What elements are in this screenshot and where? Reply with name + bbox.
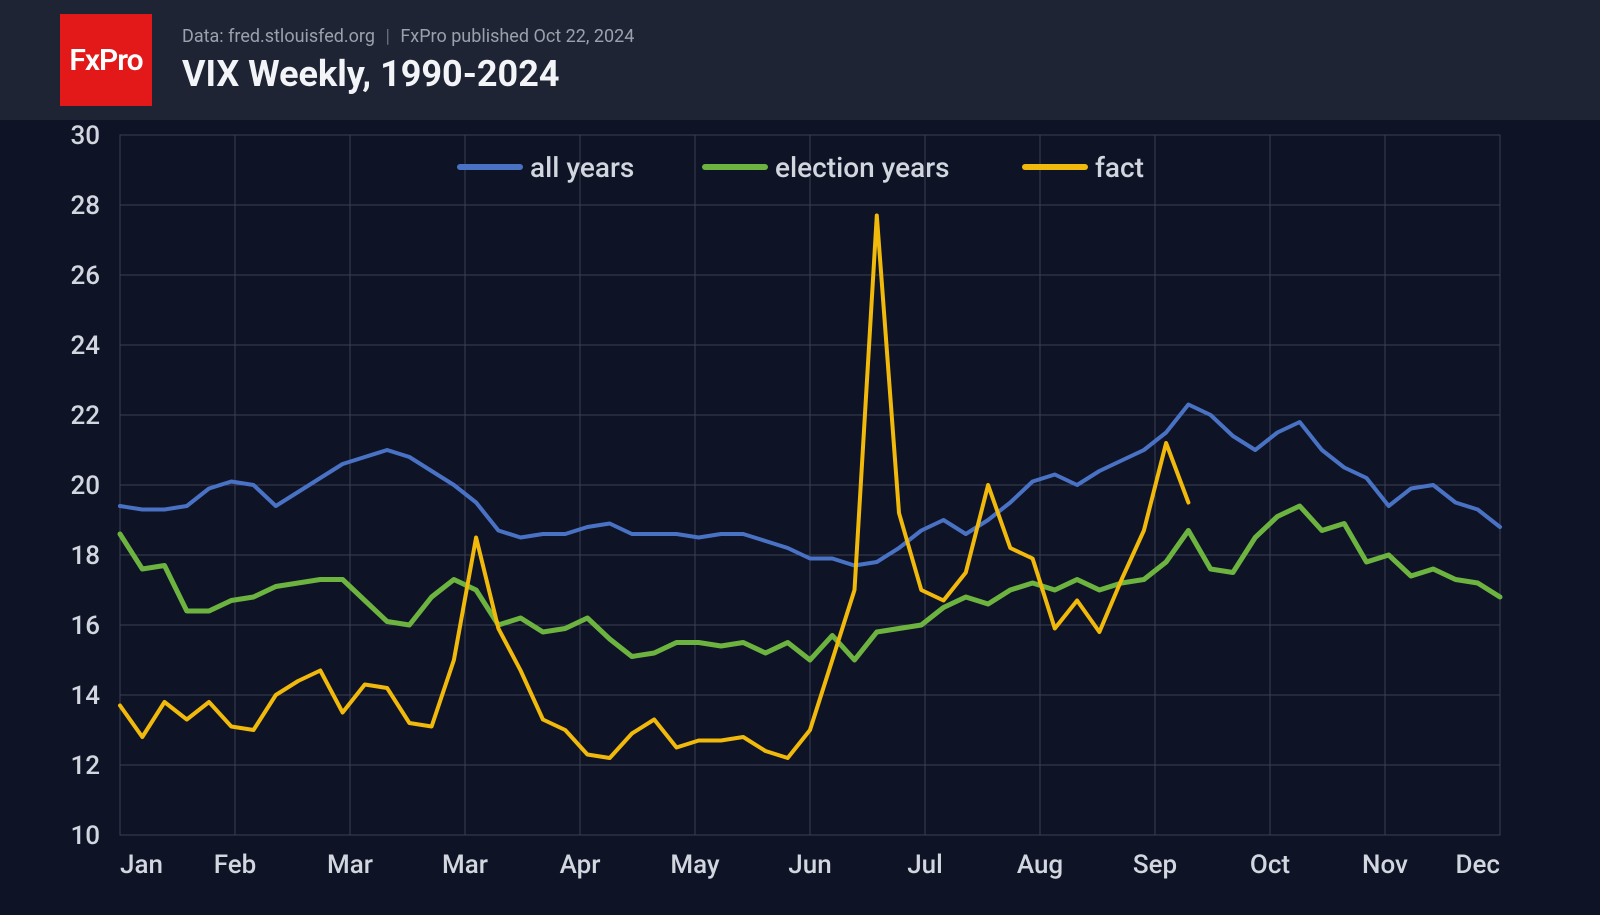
y-tick-label: 12 — [70, 751, 100, 781]
x-tick-label: Jul — [907, 850, 943, 880]
x-tick-label: Jan — [120, 850, 163, 880]
y-tick-label: 20 — [70, 471, 100, 501]
y-tick-label: 30 — [70, 121, 100, 151]
legend-label: all years — [530, 151, 634, 184]
legend-label: fact — [1095, 151, 1144, 184]
x-tick-label: Apr — [560, 850, 601, 880]
x-tick-label: Oct — [1250, 850, 1290, 880]
x-tick-label: Jun — [788, 850, 831, 880]
chart-title: VIX Weekly, 1990-2024 — [182, 53, 634, 95]
y-tick-label: 14 — [70, 681, 100, 711]
x-tick-label: Dec — [1456, 850, 1500, 880]
y-tick-label: 28 — [70, 191, 100, 221]
header-titles: Data: fred.stlouisfed.org | FxPro publis… — [182, 26, 634, 95]
header: FxPro Data: fred.stlouisfed.org | FxPro … — [0, 0, 1600, 120]
header-subtitle: Data: fred.stlouisfed.org | FxPro publis… — [182, 26, 634, 47]
x-tick-label: May — [670, 850, 720, 880]
legend-label: election years — [775, 151, 950, 184]
chart-container: 10 12 14 16 18 20 22 24 26 28 30 Jan Feb Mar Mar Apr May… — [0, 120, 1600, 915]
y-tick-label: 10 — [70, 821, 100, 851]
chart-svg: 10 12 14 16 18 20 22 24 26 28 30 Jan Feb Mar Mar Apr May… — [0, 120, 1600, 915]
separator-icon: | — [385, 26, 389, 47]
x-tick-label: Mar — [442, 850, 488, 880]
brand-logo: FxPro — [60, 14, 152, 106]
y-tick-label: 22 — [70, 401, 100, 431]
x-tick-label: Feb — [214, 850, 257, 880]
x-tick-label: Aug — [1017, 850, 1063, 880]
x-tick-label: Mar — [327, 850, 373, 880]
y-tick-label: 24 — [70, 331, 100, 361]
x-tick-label: Nov — [1362, 850, 1408, 880]
publisher: FxPro published Oct 22, 2024 — [400, 26, 634, 47]
data-source: fred.stlouisfed.org — [228, 26, 375, 47]
x-tick-label: Sep — [1133, 850, 1177, 880]
y-tick-label: 26 — [70, 261, 100, 291]
y-tick-label: 16 — [70, 611, 100, 641]
data-source-prefix: Data: — [182, 26, 224, 47]
brand-logo-text: FxPro — [69, 43, 142, 78]
y-tick-label: 18 — [70, 541, 100, 571]
